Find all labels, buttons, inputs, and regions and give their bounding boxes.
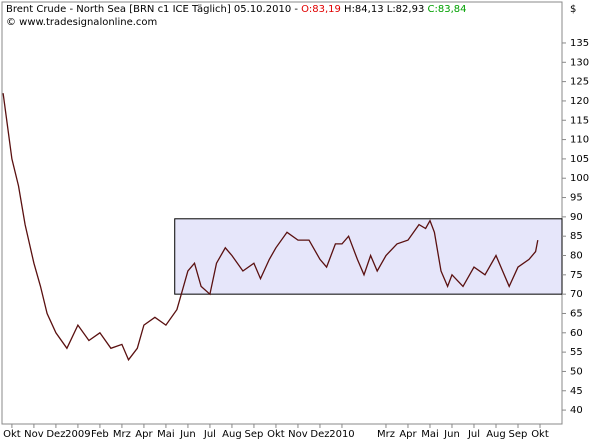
x-tick-label: Okt <box>267 429 285 440</box>
x-tick-label: Apr <box>135 429 153 440</box>
y-tick-label: 60 <box>570 328 583 339</box>
y-tick-label: 95 <box>570 193 583 204</box>
y-tick-label: 125 <box>570 77 589 88</box>
y-tick-label: 75 <box>570 270 583 281</box>
x-tick-label: Mai <box>421 429 439 440</box>
chart-title: Brent Crude - North Sea [BRN c1 ICE Tägl… <box>6 4 466 15</box>
y-tick-label: 135 <box>570 38 589 49</box>
close-label: C:83,84 <box>428 4 467 15</box>
y-axis-label: $ <box>570 4 576 15</box>
x-tick-label: Aug <box>486 429 506 440</box>
x-tick-label: Nov <box>24 429 44 440</box>
x-tick-label: Aug <box>222 429 242 440</box>
x-tick-label: Jul <box>467 429 480 440</box>
y-tick-label: 110 <box>570 135 589 146</box>
x-tick-label: Jun <box>443 429 460 440</box>
x-tick-label: Feb <box>91 429 109 440</box>
x-tick-label: Sep <box>245 429 264 440</box>
x-tick-label: Mrz <box>113 429 131 440</box>
y-tick-label: 45 <box>570 386 583 397</box>
high-low-label: H:84,13 L:82,93 <box>344 4 424 15</box>
subtitle: © www.tradesignalonline.com <box>6 17 157 28</box>
y-tick-label: 55 <box>570 347 583 358</box>
y-tick-label: 100 <box>570 173 589 184</box>
y-tick-label: 120 <box>570 96 589 107</box>
y-tick-label: 130 <box>570 57 589 68</box>
y-tick-label: 70 <box>570 289 583 300</box>
y-tick-label: 80 <box>570 251 583 262</box>
x-tick-label: Apr <box>399 429 417 440</box>
x-tick-label: Mai <box>157 429 175 440</box>
y-tick-label: 65 <box>570 308 583 319</box>
y-tick-label: 105 <box>570 154 589 165</box>
x-tick-label: 2009 <box>65 429 90 440</box>
y-tick-label: 90 <box>570 212 583 223</box>
x-tick-label: Okt <box>3 429 21 440</box>
y-tick-label: 50 <box>570 366 583 377</box>
x-tick-label: Dez <box>310 429 329 440</box>
x-tick-label: Nov <box>288 429 308 440</box>
price-line <box>2 93 539 362</box>
x-tick-label: Jul <box>203 429 216 440</box>
x-tick-label: Okt <box>531 429 549 440</box>
range-box <box>174 218 563 295</box>
x-tick-label: Dez <box>46 429 65 440</box>
title: Brent Crude - North Sea [BRN c1 ICE Tägl… <box>6 4 298 15</box>
x-tick-label: Mrz <box>377 429 395 440</box>
plot-frame <box>1 1 563 425</box>
x-tick-label: 2010 <box>329 429 354 440</box>
y-tick-label: 85 <box>570 231 583 242</box>
x-tick-label: Jun <box>179 429 196 440</box>
y-tick-label: 40 <box>570 405 583 416</box>
open-label: O:83,19 <box>301 4 341 15</box>
y-tick-label: 115 <box>570 115 589 126</box>
x-tick-label: Sep <box>509 429 528 440</box>
